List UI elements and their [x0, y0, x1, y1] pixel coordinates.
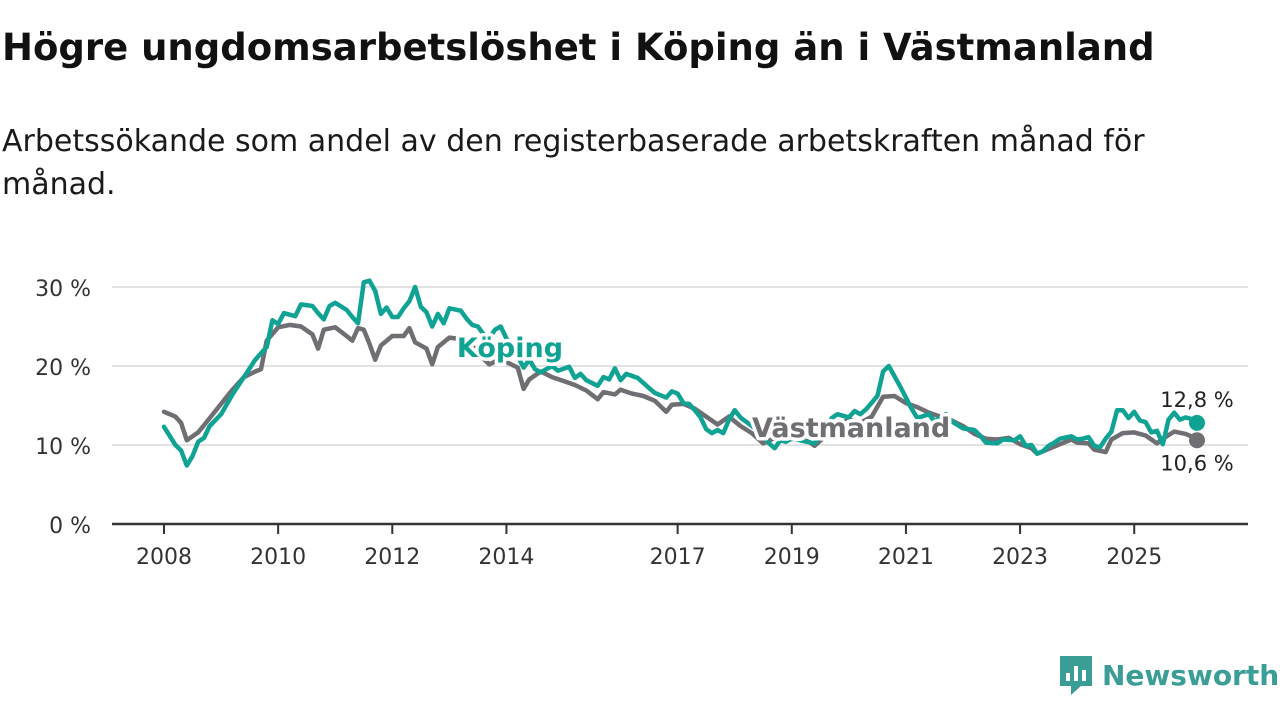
end-label-vastmanland: 10,6 % — [1160, 451, 1233, 475]
x-tick-label: 2014 — [478, 545, 534, 570]
series-label-vastmanland: Västmanland — [752, 413, 950, 444]
y-tick-label: 20 % — [35, 356, 91, 381]
x-tick-label: 2021 — [878, 545, 934, 570]
newsworthy-logo-icon — [1060, 656, 1092, 695]
x-tick-label: 2010 — [250, 545, 306, 570]
x-tick-label: 2019 — [764, 545, 820, 570]
brand-name: Newsworthy — [1102, 658, 1280, 692]
y-tick-label: 0 % — [49, 514, 91, 539]
brand: Newsworthy — [1058, 654, 1280, 696]
x-tick-label: 2017 — [650, 545, 706, 570]
x-tick-label: 2023 — [992, 545, 1048, 570]
x-tick-label: 2025 — [1106, 545, 1162, 570]
y-tick-label: 10 % — [35, 435, 91, 460]
end-point-vastmanland — [1189, 432, 1205, 449]
series-line-vastmanland — [161, 322, 1200, 456]
y-tick-label: 30 % — [35, 277, 91, 302]
series-label-koping: Köping — [457, 333, 563, 364]
end-label-koping: 12,8 % — [1160, 388, 1233, 412]
series-line-koping — [161, 278, 1200, 468]
chart-title: Högre ungdomsarbetslöshet i Köping än i … — [2, 26, 1155, 69]
line-chart: 0 % 10 % 20 % 30 % 2008 2010 2012 2014 2017 2019 2… — [35, 277, 1248, 570]
end-point-koping — [1189, 414, 1205, 431]
x-tick-label: 2008 — [136, 545, 192, 570]
x-tick-label: 2012 — [364, 545, 420, 570]
chart-subtitle: Arbetssökande som andel av den registerb… — [2, 124, 1145, 202]
